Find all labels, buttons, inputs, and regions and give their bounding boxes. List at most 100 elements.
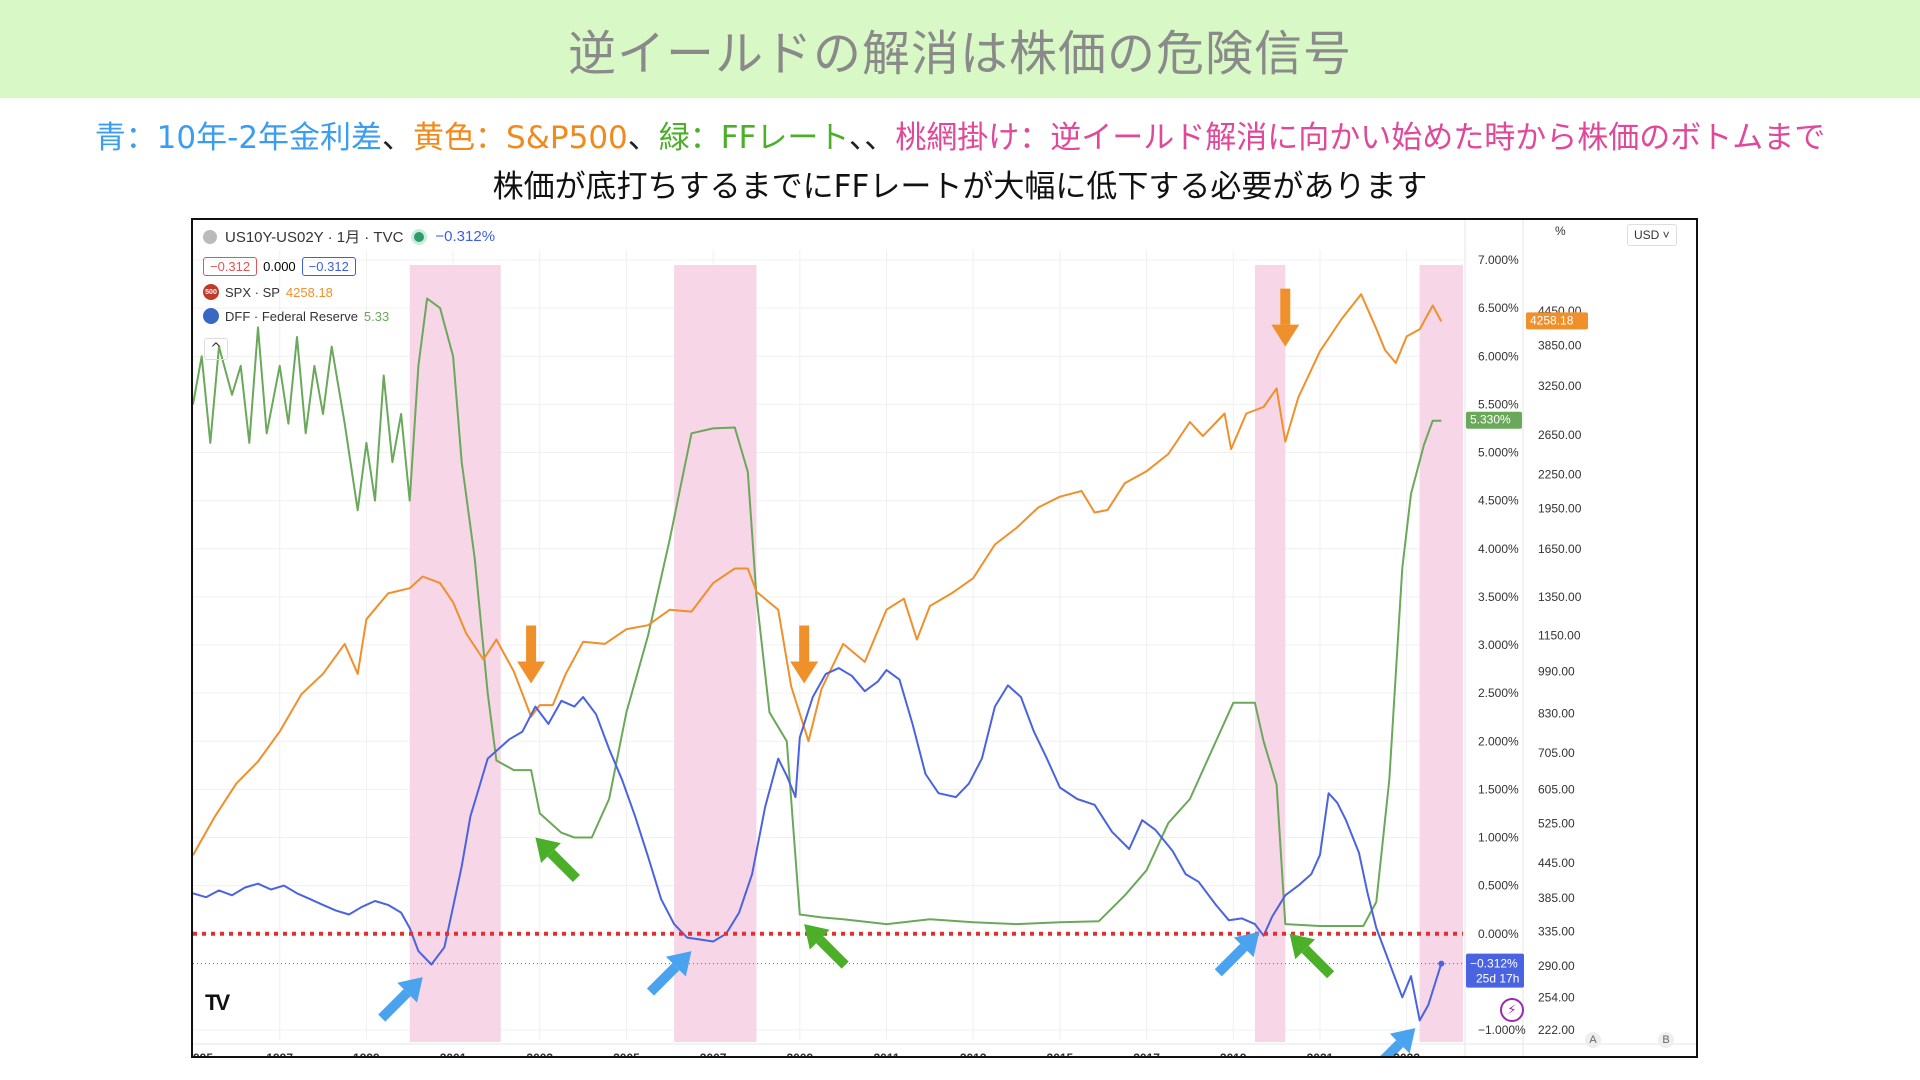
pct-axis-title: %: [1555, 224, 1566, 238]
year-tick-label: 2003: [526, 1051, 553, 1056]
symbol-name: US10Y-US02Y · 1月 · TVC: [225, 229, 404, 246]
currency-select[interactable]: USD ˅: [1627, 224, 1677, 246]
usd-tick-label: 1950.00: [1538, 502, 1582, 516]
page-title: 逆イールドの解消は株価の危険信号: [567, 26, 1352, 82]
year-tick-label: 2021: [1307, 1051, 1334, 1056]
year-tick-label: 2007: [700, 1051, 727, 1056]
usd-tick-label: 830.00: [1538, 707, 1575, 721]
usd-tick-label: 525.00: [1538, 817, 1575, 831]
symbol-icon: [203, 229, 217, 244]
annotation-arrowhead-green: [804, 924, 830, 950]
annotation-arrow-blue: [378, 989, 411, 1022]
yield-spread-line: [193, 667, 1443, 1022]
pct-tick-label: 1.000%: [1478, 831, 1519, 845]
spread-last-tag: −0.312%: [1470, 957, 1518, 971]
legend-segment: 、: [382, 120, 414, 156]
annotation-arrowhead-green: [535, 837, 561, 863]
usd-tick-label: 990.00: [1538, 664, 1575, 678]
badge-zero: 0.000: [263, 259, 296, 274]
spread-end-dot: [1438, 960, 1445, 967]
legend-segment: 緑：FFレート: [658, 120, 849, 156]
annotation-arrow-green: [816, 936, 849, 969]
legend-spx[interactable]: 500 SPX · SP 4258.18: [203, 284, 333, 300]
annotation-arrow-green: [547, 849, 580, 883]
pct-tick-label: −1.000%: [1478, 1023, 1526, 1037]
tradingview-chart[interactable]: 7.000% 6.500% 6.000% 5.500% 5.000% 4.500% 4.00…: [191, 218, 1698, 1058]
annotation-arrow-green: [1301, 945, 1335, 979]
symbol-header[interactable]: US10Y-US02Y · 1月 · TVC −0.312%: [203, 226, 495, 247]
legend-segment: 桃網掛け：逆イールド解消に向かい始めた時から株価のボトムまで: [895, 120, 1826, 156]
us-flag-icon: [203, 308, 219, 324]
tradingview-logo[interactable]: TV: [205, 990, 230, 1015]
sp500-icon: 500: [203, 284, 219, 300]
shaded-period: [1419, 265, 1463, 1042]
year-tick-label: 2015: [1047, 1051, 1074, 1056]
pct-tick-label: 4.500%: [1478, 494, 1519, 508]
pct-tick-label: 2.500%: [1478, 686, 1519, 700]
pct-tick-label: 6.000%: [1478, 349, 1519, 363]
usd-tick-label: 335.00: [1538, 924, 1575, 938]
year-tick-label: 2009: [786, 1051, 813, 1056]
chart-canvas[interactable]: 7.000% 6.500% 6.000% 5.500% 5.000% 4.500% 4.00…: [193, 220, 1696, 1056]
title-banner: 逆イールドの解消は株価の危険信号: [0, 0, 1920, 98]
pct-tick-label: 5.500%: [1478, 397, 1519, 411]
ff-rate-line: [193, 297, 1442, 927]
bar-countdown: 25d 17h: [1476, 972, 1519, 986]
badge-red[interactable]: −0.312: [203, 257, 258, 276]
scale-a-button[interactable]: A: [1585, 1032, 1601, 1048]
annotation-arrowhead-blue: [666, 951, 692, 977]
subtitle: 株価が底打ちするまでにFFレートが大幅に低下する必要があります: [492, 169, 1428, 205]
shaded-period: [1254, 265, 1286, 1042]
dff-label: DFF · Federal Reserve: [225, 308, 358, 324]
scale-b-button[interactable]: B: [1658, 1032, 1674, 1048]
spx-last-tag: 4258.18: [1530, 313, 1574, 327]
badge-blue[interactable]: −0.312: [301, 257, 356, 276]
shaded-period: [674, 265, 757, 1042]
ff-last-tag-bg: [1466, 411, 1522, 429]
annotation-arrow-blue: [646, 963, 680, 996]
annotation-arrow-blue: [1380, 1040, 1404, 1056]
usd-tick-label: 2650.00: [1538, 428, 1582, 442]
year-tick-label: 2019: [1220, 1051, 1247, 1056]
pct-tick-label: 0.000%: [1478, 927, 1519, 941]
usd-tick-label: 1650.00: [1538, 542, 1582, 556]
year-tick-label: 1999: [353, 1051, 380, 1056]
annotation-arrowhead-blue: [1233, 931, 1260, 958]
year-tick-label: 2013: [960, 1051, 987, 1056]
spx-label: SPX · SP: [225, 284, 280, 300]
usd-tick-label: 3250.00: [1538, 379, 1582, 393]
usd-tick-label: 254.00: [1538, 991, 1575, 1005]
pct-tick-label: 4.000%: [1478, 542, 1519, 556]
year-tick-label: 2005: [613, 1051, 640, 1056]
color-legend: 青：10年-2年金利差、黄色：S&P500、緑：FFレート、、桃網掛け：逆イール…: [0, 112, 1920, 157]
usd-tick-label: 1150.00: [1538, 628, 1581, 642]
spx-value: 4258.18: [285, 284, 333, 300]
annotation-arrowhead-blue: [397, 977, 423, 1003]
legend-segment: 青：10年-2年金利差: [94, 120, 383, 156]
usd-tick-label: 705.00: [1538, 746, 1575, 760]
pct-tick-label: 3.500%: [1478, 590, 1519, 604]
usd-tick-label: 445.00: [1538, 856, 1575, 870]
year-tick-label: 2017: [1133, 1051, 1160, 1056]
annotation-arrowhead-orange: [790, 661, 819, 684]
lightning-icon[interactable]: ⚡: [1500, 998, 1524, 1022]
usd-tick-label: 222.00: [1538, 1023, 1575, 1037]
annotation-arrowhead-blue: [1389, 1028, 1416, 1054]
usd-tick-label: 290.00: [1538, 959, 1575, 973]
annotation-arrow-blue: [1214, 943, 1248, 977]
legend-dff[interactable]: DFF · Federal Reserve 5.33: [203, 308, 389, 324]
legend-segment: 、: [627, 120, 659, 156]
pct-tick-label: 1.500%: [1478, 782, 1519, 796]
collapse-legend-icon[interactable]: ^: [204, 338, 228, 360]
annotation-arrowhead-orange: [1271, 324, 1300, 347]
usd-tick-label: 2250.00: [1538, 467, 1582, 481]
dff-value: 5.33: [363, 308, 390, 324]
legend-segment: 黄色：S&P500: [413, 120, 628, 156]
ohlc-badges: −0.312 0.000 −0.312: [203, 257, 356, 276]
pct-tick-label: 7.000%: [1478, 253, 1519, 267]
pct-tick-label: 0.500%: [1478, 879, 1519, 893]
spread-last-tag-bg: [1466, 953, 1524, 988]
pct-tick-label: 3.000%: [1478, 638, 1519, 652]
usd-tick-label: 605.00: [1538, 782, 1575, 796]
last-value: −0.312%: [435, 228, 496, 245]
